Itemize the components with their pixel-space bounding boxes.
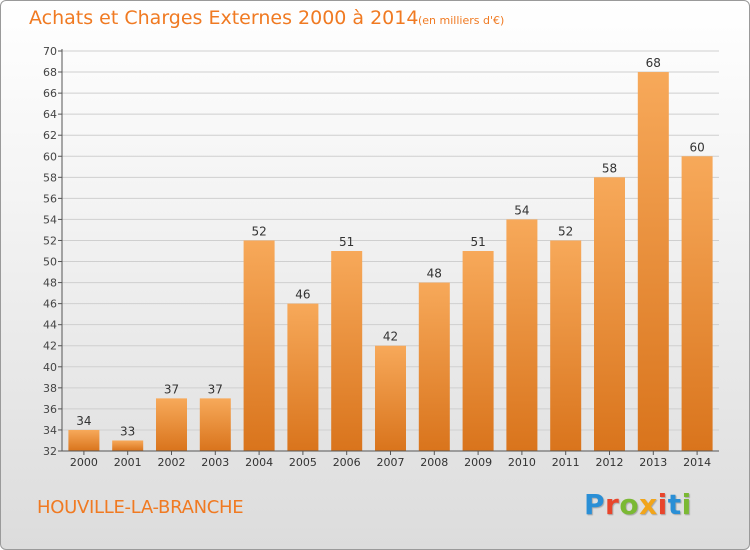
y-tick-label: 58 (43, 171, 57, 184)
x-tick-label: 2011 (552, 456, 580, 469)
commune-name: HOUVILLE-LA-BRANCHE (37, 497, 244, 518)
bar-2004 (243, 240, 275, 451)
x-tick-label: 2004 (245, 456, 273, 469)
bar-2000 (68, 429, 100, 451)
y-tick-label: 62 (43, 129, 57, 142)
y-tick-label: 38 (43, 382, 57, 395)
y-tick-label: 48 (43, 277, 57, 290)
bar-2005 (287, 303, 319, 451)
data-label-2007: 42 (383, 330, 398, 344)
data-label-2006: 51 (339, 235, 354, 249)
y-tick-label: 46 (43, 298, 57, 311)
y-tick-label: 32 (43, 445, 57, 458)
logo-letter: o (619, 488, 640, 521)
bar-2008 (418, 282, 450, 451)
x-tick-label: 2010 (508, 456, 536, 469)
y-tick-label: 50 (43, 256, 57, 269)
data-label-2002: 37 (164, 382, 179, 396)
logo-letter: i (681, 488, 692, 521)
logo-letter: P (584, 488, 606, 521)
y-tick-label: 54 (43, 213, 57, 226)
logo-letter: r (605, 488, 620, 521)
x-tick-label: 2007 (377, 456, 405, 469)
bar-2011 (550, 240, 582, 451)
logo-letter: t (667, 488, 682, 521)
chart-title: Achats et Charges Externes 2000 à 2014 (29, 7, 419, 29)
data-label-2004: 52 (251, 224, 266, 238)
data-label-2009: 51 (470, 235, 485, 249)
y-tick-label: 68 (43, 66, 57, 79)
data-label-2000: 34 (76, 414, 91, 428)
bar-2001 (112, 440, 144, 451)
bar-2009 (462, 251, 494, 451)
y-tick-label: 34 (43, 424, 57, 437)
y-tick-label: 66 (43, 87, 57, 100)
data-label-2008: 48 (427, 267, 442, 281)
x-tick-label: 2006 (333, 456, 361, 469)
x-tick-label: 2008 (420, 456, 448, 469)
bar-2013 (637, 72, 669, 451)
bar-2003 (199, 398, 231, 451)
axes: 32 34 36 38 40 42 44 46 48 50 52 54 56 58 60 62 64 66 68 70… (43, 45, 719, 469)
bar-2002 (156, 398, 187, 451)
x-tick-label: 2000 (70, 456, 98, 469)
x-tick-label: 2013 (639, 456, 667, 469)
data-label-2011: 52 (558, 224, 573, 238)
bar-2010 (506, 219, 538, 451)
y-tick-label: 64 (43, 108, 57, 121)
bar-2006 (331, 251, 363, 451)
y-tick-label: 36 (43, 403, 57, 416)
y-tick-label: 42 (43, 340, 57, 353)
y-tick-label: 70 (43, 45, 57, 58)
x-tick-label: 2009 (464, 456, 492, 469)
x-tick-label: 2014 (683, 456, 711, 469)
y-tick-label: 44 (43, 319, 57, 332)
data-label-2014: 60 (689, 140, 704, 154)
data-label-2005: 46 (295, 288, 310, 302)
logo-letter: x (639, 488, 658, 521)
x-tick-label: 2002 (158, 456, 186, 469)
y-tick-label: 60 (43, 150, 57, 163)
data-label-2001: 33 (120, 424, 135, 438)
bars: 34 33 37 37 52 46 51 42 48 51 54 52 58 68 60 (68, 56, 713, 451)
chart-subtitle: (en milliers d'€) (418, 14, 505, 27)
y-tick-label: 56 (43, 192, 57, 205)
x-tick-label: 2001 (114, 456, 142, 469)
bar-2007 (375, 345, 406, 451)
data-label-2013: 68 (646, 56, 661, 70)
x-tick-label: 2003 (201, 456, 229, 469)
x-tick-label: 2012 (596, 456, 624, 469)
bar-2014 (681, 156, 713, 451)
data-label-2010: 54 (514, 203, 529, 217)
x-tick-label: 2005 (289, 456, 317, 469)
y-tick-label: 52 (43, 234, 57, 247)
logo-letter: i (657, 488, 668, 521)
data-label-2003: 37 (208, 382, 223, 396)
bar-2012 (594, 177, 625, 451)
data-label-2012: 58 (602, 161, 617, 175)
proxiti-logo: Proxiti (584, 488, 692, 521)
y-tick-label: 40 (43, 361, 57, 374)
